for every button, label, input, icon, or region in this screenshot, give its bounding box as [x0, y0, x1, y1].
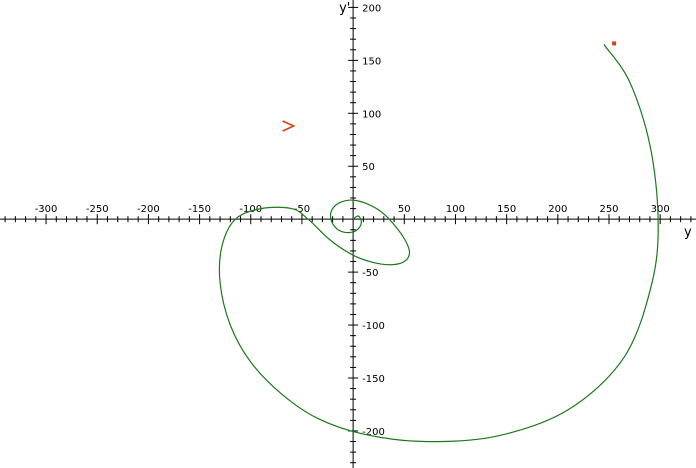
y-tick-label: 100: [362, 109, 381, 120]
y-tick-label: 50: [362, 162, 375, 173]
x-tick-label: 100: [446, 204, 465, 215]
x-axis-label: y: [684, 225, 692, 240]
x-tick-label: 300: [651, 204, 670, 215]
y-tick-label: -150: [362, 374, 385, 385]
x-tick-label: -50: [294, 204, 310, 215]
trajectory-line: [218, 44, 659, 443]
end-point-marker: [612, 41, 617, 46]
y-axis-label: y': [339, 1, 350, 16]
direction-arrow-icon: [282, 120, 296, 132]
y-tick-label: 200: [362, 3, 381, 14]
ticks: [4, 6, 692, 464]
x-tick-label: 200: [548, 204, 567, 215]
x-tick-label: 250: [599, 204, 618, 215]
x-tick-label: -200: [137, 204, 160, 215]
y-tick-label: -50: [362, 268, 378, 279]
markers: [282, 41, 617, 132]
y-tick-label: -100: [362, 321, 385, 332]
tick-labels: -300 -250 -200 -150 -100 -50 50 100 150 200 250 300…: [35, 3, 670, 438]
x-tick-label: -150: [188, 204, 211, 215]
x-tick-label: 50: [398, 204, 411, 215]
y-tick-label: 150: [362, 56, 381, 67]
y-tick-label: -200: [362, 427, 385, 438]
x-tick-label: -300: [35, 204, 58, 215]
x-tick-label: -100: [239, 204, 262, 215]
x-tick-label: 150: [497, 204, 516, 215]
x-tick-label: -250: [86, 204, 109, 215]
